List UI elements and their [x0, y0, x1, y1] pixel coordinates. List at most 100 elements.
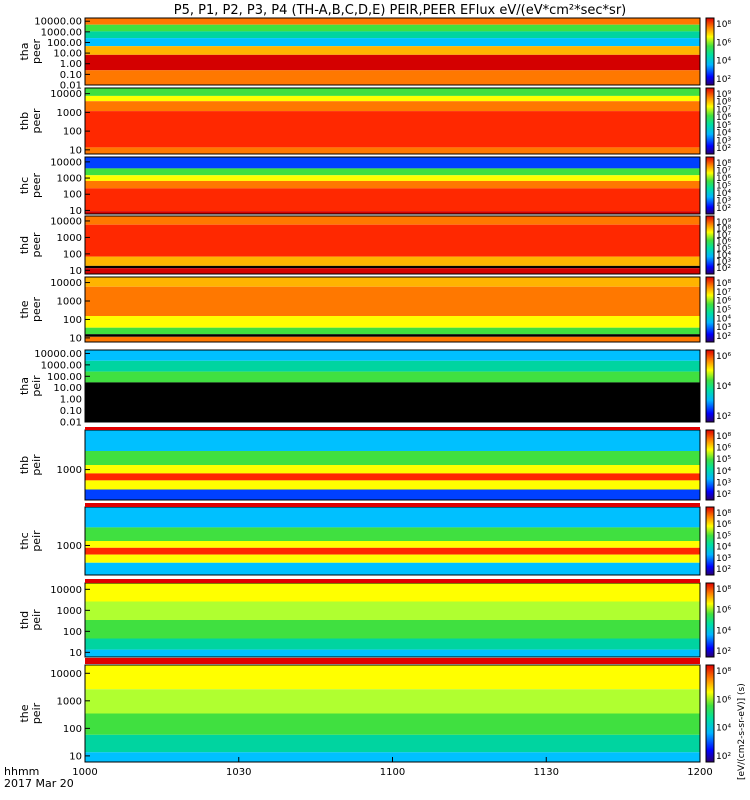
y-tick-label: 0.01 [60, 81, 82, 92]
colorbar-tick-label: 10⁷ [716, 288, 731, 298]
colorbar-tick-label: 10⁷ [716, 231, 731, 241]
colorbar-tick-label: 10⁹ [716, 218, 731, 228]
colorbar-tick-label: 10⁴ [716, 626, 731, 636]
colorbar [705, 582, 715, 658]
panel-label-sub: peer [30, 39, 43, 65]
panel-frame [84, 276, 701, 343]
panel-label: thd [18, 611, 31, 629]
y-tick-label: 1000 [57, 541, 82, 552]
spectrogram-band [85, 527, 700, 541]
spectrogram-band [85, 489, 700, 500]
y-tick-label: 10000.00 [34, 17, 82, 28]
panel-label-sub: peir [30, 454, 43, 476]
colorbar-tick-label: 10⁶ [716, 444, 731, 454]
spectrogram-band [85, 101, 700, 112]
spectrogram-band [85, 620, 700, 639]
colorbar-tick-label: 10⁸ [716, 279, 731, 289]
spectrogram-band [85, 583, 700, 602]
spectrogram-band [85, 157, 700, 169]
colorbar-tick-label: 10⁷ [716, 105, 731, 115]
panel-thc-peer: thc peer 10000 1000 100 10 10⁸10⁷10⁶10⁵10⁴10³1… [18, 156, 731, 217]
colorbar-tick-label: 10⁸ [716, 509, 731, 519]
spectrogram-band [85, 713, 700, 735]
spectrogram-band [85, 451, 700, 465]
spectrogram-band [85, 265, 700, 269]
panel-label-sub: peir [30, 609, 43, 631]
spectrogram-band [85, 277, 700, 287]
colorbar-tick-label: 10⁶ [716, 113, 731, 123]
colorbar-tick-label: 10² [716, 75, 731, 85]
colorbar-tick-label: 10² [716, 264, 731, 274]
colorbar-tick-label: 10⁶ [716, 174, 731, 184]
y-tick-label: 10000 [50, 669, 82, 680]
x-tick-label: 1030 [226, 767, 251, 778]
colorbar-tick-label: 10² [716, 647, 731, 657]
y-tick-label: 10000.00 [34, 349, 82, 360]
panel-label: thc [18, 177, 31, 194]
spectrogram-band [85, 350, 700, 361]
y-tick-label: 100 [63, 127, 82, 138]
panel-label: thd [18, 236, 31, 254]
panel-label: the [18, 704, 31, 722]
colorbar-tick-label: 10⁸ [716, 432, 731, 442]
panel-label-sub: peer [30, 173, 43, 199]
colorbar [705, 429, 715, 501]
y-tick-label: 100 [63, 724, 82, 735]
spectrogram-band [85, 649, 700, 657]
colorbar [705, 349, 715, 423]
panel-separator [85, 427, 700, 430]
y-tick-label: 0.10 [60, 70, 82, 81]
colorbar-tick-label: 10² [716, 490, 731, 500]
colorbar-tick-label: 10⁸ [716, 225, 731, 235]
spectrogram-band [85, 216, 700, 225]
y-tick-label: 10000 [50, 278, 82, 289]
panel-frame [84, 215, 701, 275]
spectrogram-band [85, 180, 700, 189]
spectrogram-band [85, 689, 700, 714]
spectrogram-band [85, 601, 700, 620]
colorbar-tick-label: 10⁴ [716, 543, 731, 553]
x-tick-label: 1130 [534, 767, 559, 778]
y-tick-label: 10000 [50, 585, 82, 596]
spectrogram-band [85, 316, 700, 328]
colorbar-tick-label: 10⁶ [716, 352, 731, 362]
colorbar-tick-label: 10⁷ [716, 167, 731, 177]
colorbar-tick-label: 10³ [716, 554, 731, 564]
panel-label-sub: peer [30, 108, 43, 134]
colorbar-tick-label: 10⁸ [716, 667, 731, 677]
panel-tha-peir: tha peir 10000.001000.00100.0010.001.000.1… [18, 349, 731, 429]
colorbar-tick-label: 10³ [716, 323, 731, 333]
colorbar-tick-label: 10⁶ [716, 238, 731, 248]
colorbar-tick-label: 10² [716, 565, 731, 575]
spectrogram-band [85, 507, 700, 528]
panel-label-sub: peir [30, 530, 43, 552]
spectrogram-band [85, 70, 700, 85]
colorbar [705, 87, 715, 155]
panel-separator [85, 579, 700, 583]
y-tick-label: 100 [63, 627, 82, 638]
y-tick-label: 100 [63, 190, 82, 201]
y-tick-label: 1000 [57, 174, 82, 185]
spectrogram-band [85, 334, 700, 337]
y-tick-label: 10.00 [53, 49, 82, 60]
spectrogram-band [85, 256, 700, 266]
spectrogram-band [85, 38, 700, 47]
y-tick-label: 10 [69, 333, 82, 344]
colorbar-tick-label: 10⁶ [716, 297, 731, 307]
y-tick-label: 1.00 [60, 395, 82, 406]
date-label: 2017 Mar 20 [4, 777, 74, 790]
colorbar [705, 664, 715, 763]
colorbar-tick-label: 10⁵ [716, 244, 731, 254]
y-tick-label: 10.00 [53, 383, 82, 394]
colorbar-label: [eV/(cm2-s-sr-eV)] (s) [737, 683, 747, 780]
x-tick-label: 1100 [380, 767, 405, 778]
colorbar-tick-label: 10³ [716, 257, 731, 267]
spectrogram-band [85, 111, 700, 148]
y-tick-label: 1000 [57, 696, 82, 707]
panel-frame [84, 17, 701, 86]
spectrogram-band [85, 473, 700, 481]
colorbar-tick-label: 10⁶ [716, 38, 731, 48]
spectrogram-band [85, 541, 700, 548]
colorbar-tick-label: 10⁴ [716, 251, 731, 261]
